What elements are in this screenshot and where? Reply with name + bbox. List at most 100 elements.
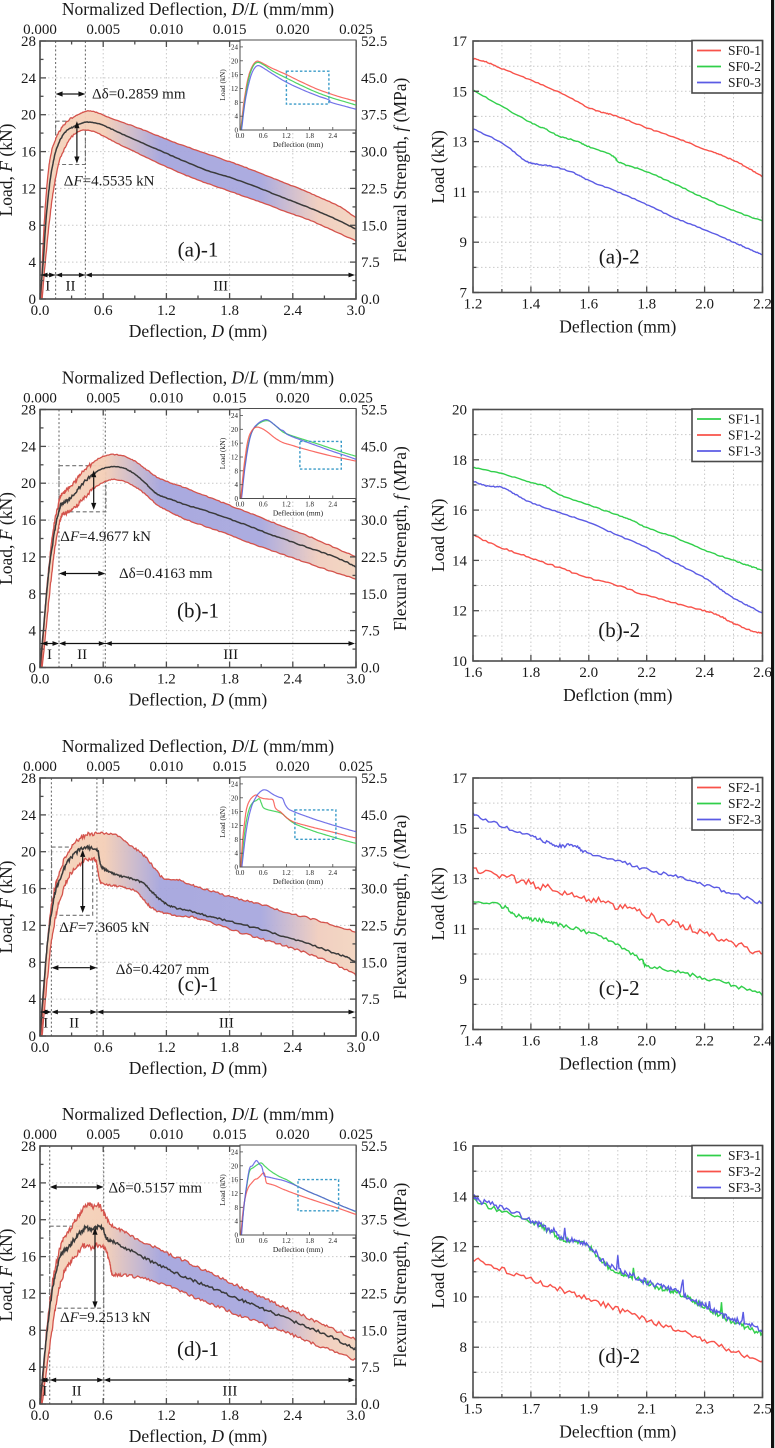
svg-text:16: 16 bbox=[21, 145, 37, 161]
svg-text:Load (kN): Load (kN) bbox=[218, 437, 227, 469]
svg-text:SF3-1: SF3-1 bbox=[728, 1148, 761, 1163]
svg-text:Load, F (kN): Load, F (kN) bbox=[0, 492, 16, 585]
svg-text:2.4: 2.4 bbox=[328, 132, 337, 140]
svg-text:1.2: 1.2 bbox=[282, 501, 291, 509]
svg-text:8: 8 bbox=[235, 467, 239, 475]
svg-text:4: 4 bbox=[29, 992, 37, 1008]
svg-text:1.7: 1.7 bbox=[522, 1402, 541, 1418]
svg-text:0.6: 0.6 bbox=[259, 132, 268, 140]
svg-text:37.5: 37.5 bbox=[361, 1213, 387, 1229]
svg-text:22.5: 22.5 bbox=[361, 550, 387, 566]
svg-text:0: 0 bbox=[235, 495, 239, 503]
svg-text:0.6: 0.6 bbox=[94, 1040, 113, 1056]
svg-text:30.0: 30.0 bbox=[361, 882, 387, 898]
svg-text:II: II bbox=[66, 279, 76, 295]
svg-text:1.8: 1.8 bbox=[305, 1237, 314, 1245]
svg-text:11: 11 bbox=[453, 922, 467, 938]
svg-text:16: 16 bbox=[21, 1250, 37, 1266]
svg-text:2.2: 2.2 bbox=[695, 1034, 714, 1050]
svg-text:10: 10 bbox=[452, 1290, 467, 1306]
svg-text:Δδ=0.2859 mm: Δδ=0.2859 mm bbox=[92, 86, 186, 102]
svg-text:12: 12 bbox=[452, 604, 467, 620]
svg-text:1.6: 1.6 bbox=[579, 297, 598, 313]
svg-text:0.025: 0.025 bbox=[339, 391, 373, 407]
svg-text:0.020: 0.020 bbox=[276, 759, 310, 775]
svg-text:12: 12 bbox=[21, 181, 36, 197]
svg-text:Deflction (mm): Deflction (mm) bbox=[563, 685, 673, 705]
svg-text:0.6: 0.6 bbox=[259, 501, 268, 509]
svg-text:0.6: 0.6 bbox=[259, 1237, 268, 1245]
svg-text:1.8: 1.8 bbox=[305, 501, 314, 509]
svg-text:0.0: 0.0 bbox=[31, 303, 50, 319]
svg-text:17: 17 bbox=[452, 771, 468, 787]
svg-text:2.0: 2.0 bbox=[579, 665, 598, 681]
svg-text:24: 24 bbox=[21, 808, 37, 824]
svg-text:8: 8 bbox=[460, 1340, 468, 1356]
svg-text:SF1-2: SF1-2 bbox=[728, 428, 761, 443]
svg-text:Load (kN): Load (kN) bbox=[428, 130, 448, 204]
svg-text:45.0: 45.0 bbox=[361, 1176, 387, 1192]
svg-text:SF2-3: SF2-3 bbox=[728, 812, 761, 827]
svg-text:0.000: 0.000 bbox=[23, 759, 57, 775]
svg-text:11: 11 bbox=[453, 185, 467, 201]
svg-text:Load (kN): Load (kN) bbox=[428, 867, 448, 941]
svg-text:ΔF=4.9677 kN: ΔF=4.9677 kN bbox=[60, 529, 151, 545]
svg-text:SF3-3: SF3-3 bbox=[728, 1180, 761, 1195]
svg-text:22.5: 22.5 bbox=[361, 181, 387, 197]
svg-text:Load (kN): Load (kN) bbox=[218, 69, 227, 101]
svg-text:0.010: 0.010 bbox=[150, 22, 184, 38]
svg-text:III: III bbox=[222, 1384, 237, 1400]
svg-text:I: I bbox=[43, 1016, 48, 1032]
svg-text:9: 9 bbox=[460, 972, 468, 988]
svg-text:1.2: 1.2 bbox=[282, 1237, 291, 1245]
svg-text:SF2-1: SF2-1 bbox=[728, 780, 761, 795]
svg-text:20: 20 bbox=[231, 1162, 239, 1170]
svg-text:2.4: 2.4 bbox=[328, 1237, 337, 1245]
svg-text:Delecftion (mm): Delecftion (mm) bbox=[559, 1422, 676, 1442]
svg-text:Load, F (kN): Load, F (kN) bbox=[0, 1228, 16, 1321]
svg-text:III: III bbox=[213, 279, 228, 295]
svg-text:0.000: 0.000 bbox=[23, 22, 57, 38]
svg-text:Deflection, D (mm): Deflection, D (mm) bbox=[129, 690, 268, 710]
svg-text:Normalized Deflection, D/L (mm: Normalized Deflection, D/L (mm/mm) bbox=[62, 0, 334, 19]
svg-text:22.5: 22.5 bbox=[361, 1286, 387, 1302]
svg-text:45.0: 45.0 bbox=[361, 808, 387, 824]
svg-text:2.4: 2.4 bbox=[753, 1034, 772, 1050]
svg-text:Normalized Deflection, D/L (mm: Normalized Deflection, D/L (mm/mm) bbox=[62, 736, 334, 756]
svg-text:52.5: 52.5 bbox=[361, 403, 387, 419]
svg-text:12: 12 bbox=[21, 918, 36, 934]
svg-text:0.0: 0.0 bbox=[31, 1040, 50, 1056]
svg-text:4: 4 bbox=[29, 1360, 37, 1376]
svg-text:Deflection, D (mm): Deflection, D (mm) bbox=[129, 1058, 268, 1078]
svg-text:13: 13 bbox=[452, 135, 467, 151]
svg-text:Δδ=0.5157 mm: Δδ=0.5157 mm bbox=[109, 1181, 203, 1197]
svg-text:15: 15 bbox=[452, 84, 467, 100]
svg-text:Flexural Strength, f (MPa): Flexural Strength, f (MPa) bbox=[390, 1182, 410, 1367]
svg-text:SF0-2: SF0-2 bbox=[728, 59, 761, 74]
svg-text:0.025: 0.025 bbox=[339, 759, 373, 775]
svg-text:I: I bbox=[45, 279, 50, 295]
svg-text:12: 12 bbox=[21, 1286, 36, 1302]
svg-text:20: 20 bbox=[231, 57, 239, 65]
svg-text:2.0: 2.0 bbox=[637, 1034, 656, 1050]
svg-text:0.0: 0.0 bbox=[31, 1408, 50, 1424]
svg-text:SF1-1: SF1-1 bbox=[728, 412, 761, 427]
svg-text:0: 0 bbox=[235, 1232, 239, 1240]
svg-text:2.4: 2.4 bbox=[283, 303, 302, 319]
svg-text:Load, F (kN): Load, F (kN) bbox=[0, 860, 16, 953]
svg-text:1.2: 1.2 bbox=[157, 1408, 176, 1424]
svg-text:Normalized Deflection, D/L (mm: Normalized Deflection, D/L (mm/mm) bbox=[62, 368, 334, 388]
svg-text:2.0: 2.0 bbox=[695, 297, 714, 313]
svg-text:Deflection, D (mm): Deflection, D (mm) bbox=[129, 1426, 268, 1446]
svg-text:1.9: 1.9 bbox=[579, 1402, 598, 1418]
svg-text:0: 0 bbox=[29, 292, 37, 308]
svg-text:22.5: 22.5 bbox=[361, 918, 387, 934]
svg-text:16: 16 bbox=[231, 808, 239, 816]
svg-text:2.4: 2.4 bbox=[328, 501, 337, 509]
svg-text:16: 16 bbox=[21, 513, 37, 529]
svg-text:16: 16 bbox=[452, 503, 468, 519]
svg-text:0.015: 0.015 bbox=[213, 759, 247, 775]
svg-text:0.020: 0.020 bbox=[276, 1127, 310, 1143]
svg-text:0.0: 0.0 bbox=[361, 661, 380, 677]
svg-text:16: 16 bbox=[452, 1139, 468, 1155]
